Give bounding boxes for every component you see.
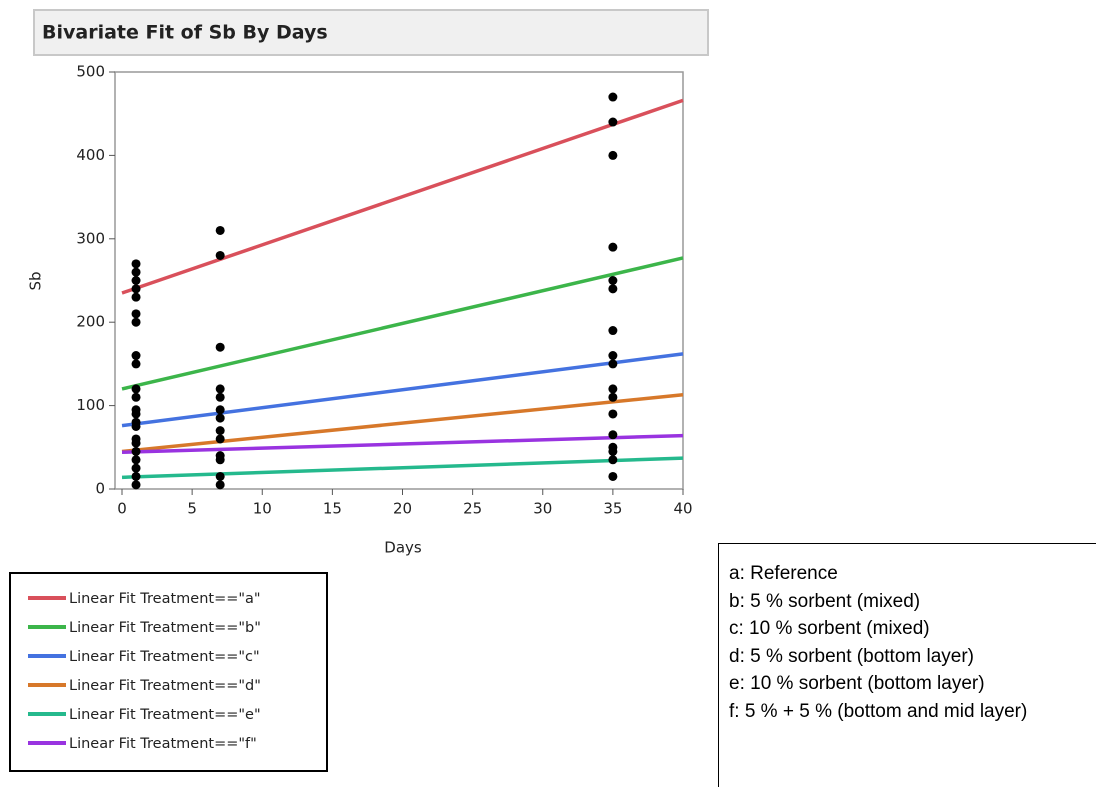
data-point [131,276,141,285]
data-point [608,276,618,285]
data-point [131,384,141,394]
x-tick-label: 0 [117,500,127,518]
note-line: f: 5 % + 5 % (bottom and mid layer) [729,700,1028,722]
legend-label: Linear Fit Treatment=="d" [69,678,261,694]
data-point [131,446,141,456]
data-point [131,267,141,277]
data-point [608,430,618,440]
data-point [215,434,225,444]
data-point [608,359,618,369]
data-point [215,471,225,481]
legend-label: Linear Fit Treatment=="c" [69,649,260,665]
fit-line [121,433,684,455]
chart-title: Bivariate Fit of Sb By Days [42,22,328,44]
plot-frame [114,71,684,490]
legend-label: Linear Fit Treatment=="a" [69,591,261,607]
data-point [131,359,141,369]
data-point [215,480,225,490]
data-point [608,117,618,127]
data-point [608,446,618,456]
data-point [131,409,141,419]
data-point [215,455,225,465]
data-point [131,259,141,269]
fit-line [121,456,684,480]
y-tick-label: 100 [76,396,105,414]
data-point [608,351,618,361]
x-tick-label: 5 [187,500,197,518]
x-tick-label: 30 [533,500,552,518]
y-tick-label: 200 [76,313,105,331]
x-axis-label: Days [384,539,422,557]
x-tick-label: 40 [673,500,692,518]
fit-line [121,352,684,428]
notes-box: a: Reference b: 5 % sorbent (mixed) c: 10 … [718,543,1096,787]
note-line: c: 10 % sorbent (mixed) [729,618,930,639]
legend-label: Linear Fit Treatment=="e" [69,707,261,723]
data-point [215,405,225,415]
x-tick-label: 25 [463,500,482,518]
fit-line [121,98,684,295]
note-line: d: 5 % sorbent (bottom layer) [729,645,974,667]
fit-line [121,393,684,454]
data-point [608,150,618,160]
data-point [131,292,141,302]
data-point [608,455,618,465]
data-point [131,463,141,473]
data-point [215,413,225,423]
y-tick-label: 300 [76,229,105,247]
y-tick-label: 500 [76,63,105,81]
note-line: b: 5 % sorbent (mixed) [729,590,921,612]
data-point [608,409,618,419]
data-point [131,392,141,402]
data-point [608,284,618,294]
legend-label: Linear Fit Treatment=="b" [69,620,261,636]
data-point [608,471,618,481]
data-point [131,455,141,465]
data-point [608,92,618,102]
legend-box [9,572,328,772]
data-point [608,326,618,336]
y-axis-label: Sb [27,271,45,290]
data-point [215,426,225,436]
note-line: a: Reference [729,563,838,584]
legend-label: Linear Fit Treatment=="f" [69,736,257,752]
data-point [215,392,225,402]
x-tick-label: 20 [393,500,412,518]
data-point [608,392,618,402]
data-point [608,384,618,394]
data-point [215,342,225,352]
x-tick-label: 35 [603,500,622,518]
y-tick-label: 400 [76,146,105,164]
data-point [215,250,225,260]
title-bar [33,9,709,56]
data-point [131,480,141,490]
data-point [131,351,141,361]
data-point [608,242,618,252]
data-point [131,284,141,294]
data-point [131,317,141,327]
fit-line [121,256,684,391]
x-tick-label: 15 [323,500,342,518]
y-tick-label: 0 [95,480,105,498]
data-point [215,225,225,235]
data-point [131,421,141,431]
note-line: e: 10 % sorbent (bottom layer) [729,673,985,694]
data-point [131,438,141,448]
data-point [215,384,225,394]
data-point [131,471,141,481]
x-tick-label: 10 [253,500,272,518]
data-point [131,309,141,319]
